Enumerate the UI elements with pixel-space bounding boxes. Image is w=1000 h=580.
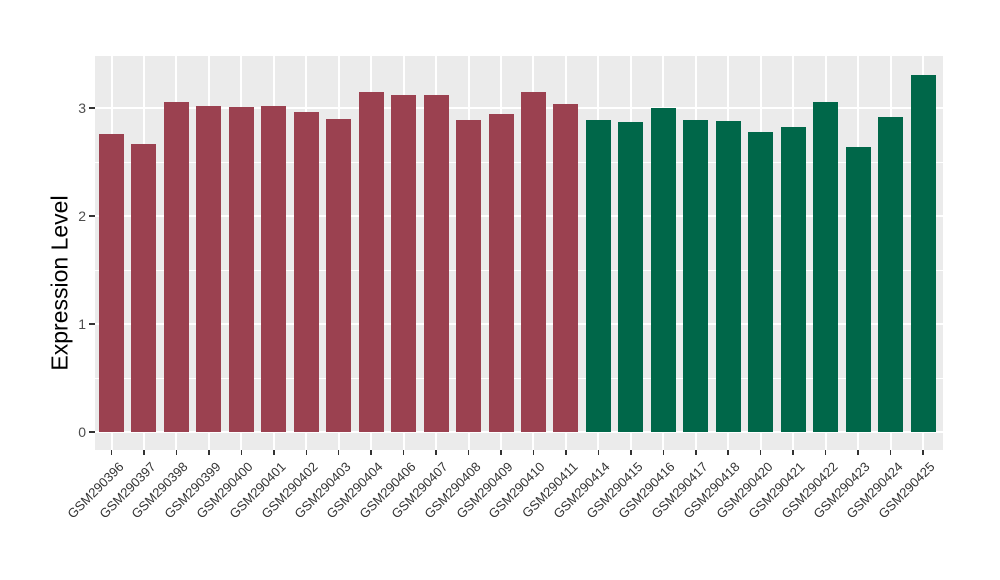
bar-GSM290403	[326, 118, 352, 432]
bar-GSM290398	[163, 101, 189, 432]
bar-GSM290416	[650, 108, 676, 432]
y-tick-label: 1	[78, 316, 86, 332]
bar-GSM290424	[878, 116, 904, 432]
x-tick	[824, 450, 827, 455]
x-tick	[370, 450, 372, 455]
bar-GSM290415	[618, 122, 644, 432]
bar-GSM290400	[228, 106, 254, 432]
bar-GSM290404	[358, 91, 384, 432]
minor-gridline-y	[95, 269, 943, 271]
minor-gridline-y	[95, 161, 943, 163]
x-tick	[727, 450, 729, 455]
major-gridline-y	[95, 107, 943, 109]
bar-GSM290399	[196, 105, 222, 432]
x-tick	[500, 450, 502, 455]
x-tick	[597, 450, 600, 455]
x-tick	[208, 450, 210, 455]
x-tick	[305, 450, 307, 455]
x-tick	[110, 450, 113, 455]
x-tick	[240, 450, 243, 455]
bar-GSM290414	[585, 119, 611, 432]
major-gridline-y	[95, 431, 943, 433]
bar-GSM290420	[748, 131, 774, 432]
x-tick	[857, 450, 859, 455]
bar-GSM290397	[131, 143, 157, 432]
minor-gridline-y	[95, 377, 943, 379]
x-tick	[922, 450, 924, 455]
x-tick	[889, 450, 892, 455]
bar-GSM290422	[813, 101, 839, 432]
y-tick-label: 2	[78, 208, 86, 224]
bar-GSM290410	[520, 91, 546, 432]
y-tick	[89, 215, 95, 217]
x-tick	[175, 450, 178, 455]
bar-GSM290396	[99, 133, 124, 432]
y-tick	[89, 431, 95, 433]
x-tick	[467, 450, 470, 455]
y-tick-label: 0	[78, 424, 86, 440]
bar-GSM290417	[683, 119, 709, 432]
bar-GSM290409	[488, 114, 514, 432]
x-tick	[630, 450, 632, 455]
bar-GSM290401	[261, 105, 287, 432]
bar-GSM290408	[456, 119, 482, 432]
major-gridline-y	[95, 323, 943, 325]
x-tick	[435, 450, 437, 455]
x-tick	[695, 450, 697, 455]
x-tick	[662, 450, 665, 455]
bar-GSM290406	[391, 95, 417, 432]
major-gridline-y	[95, 215, 943, 217]
x-tick	[532, 450, 535, 455]
bar-GSM290425	[910, 74, 936, 432]
bar-GSM290421	[780, 127, 806, 432]
y-tick	[89, 323, 95, 325]
x-tick	[273, 450, 275, 455]
y-tick-label: 3	[78, 100, 86, 116]
plot-panel	[95, 56, 943, 450]
bar-GSM290407	[423, 95, 449, 432]
x-tick	[143, 450, 145, 455]
x-tick	[759, 450, 762, 455]
x-tick	[402, 450, 405, 455]
bar-GSM290402	[293, 112, 319, 432]
y-tick	[89, 107, 95, 109]
bar-GSM290418	[715, 120, 741, 432]
bar-GSM290423	[845, 146, 871, 432]
x-tick	[337, 450, 340, 455]
x-tick	[565, 450, 567, 455]
bar-GSM290411	[553, 103, 579, 432]
x-tick	[792, 450, 794, 455]
